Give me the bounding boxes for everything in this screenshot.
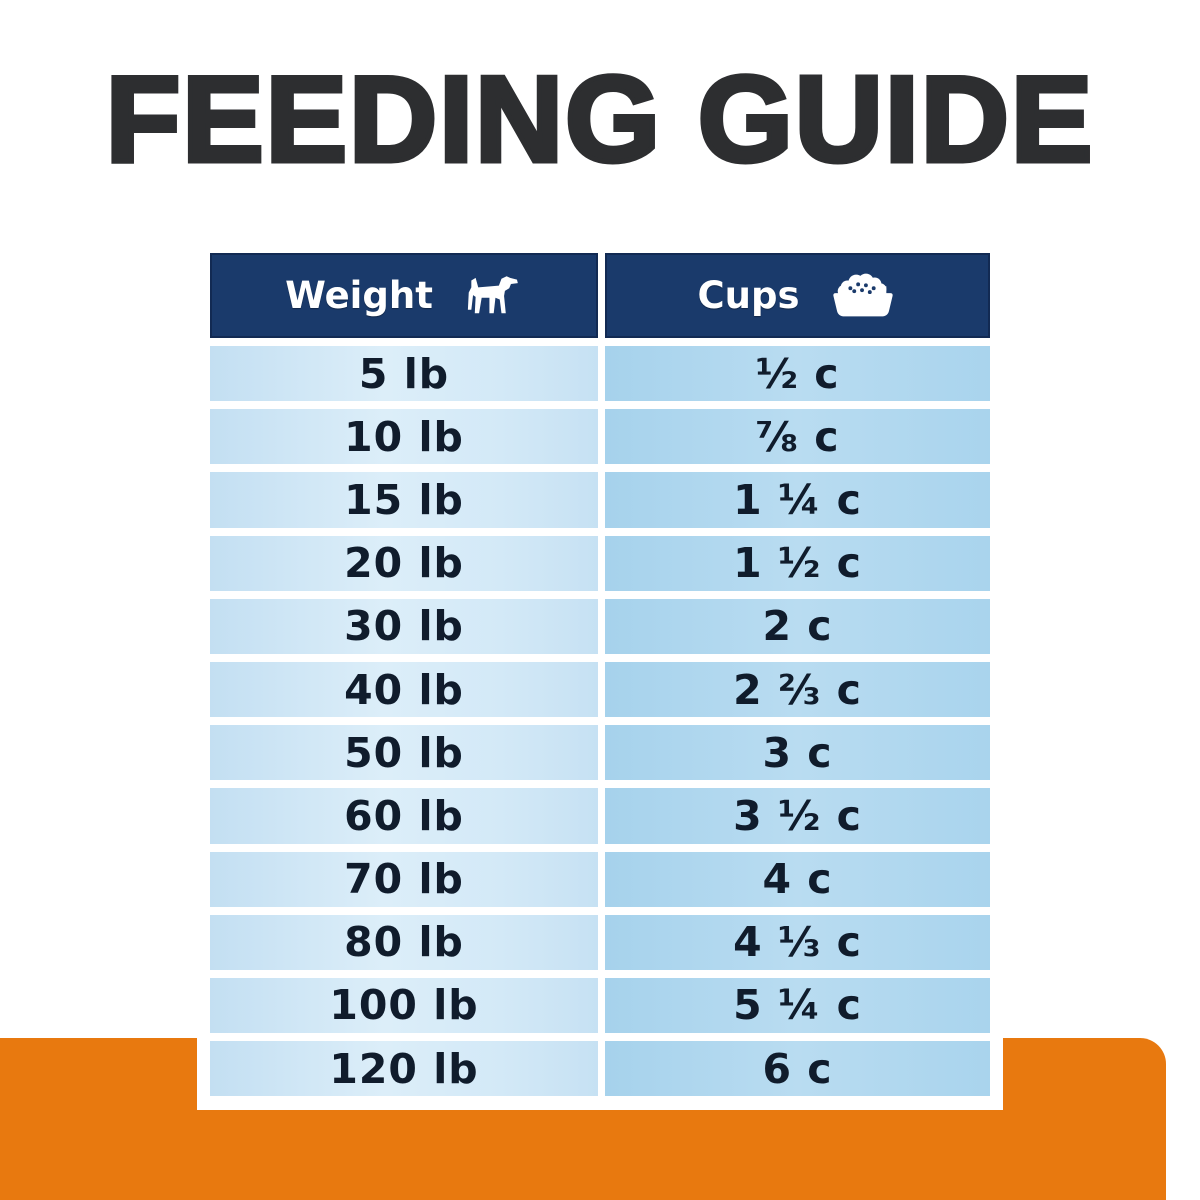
weight-cell: 60 lb xyxy=(210,788,598,844)
cups-cell: 4 c xyxy=(605,851,990,907)
page-title: FEEDING GUIDE xyxy=(103,49,1095,188)
cups-cell: 1 ¼ c xyxy=(605,472,990,528)
weight-cell: 30 lb xyxy=(210,598,598,654)
weight-cell: 40 lb xyxy=(210,661,598,718)
cups-cell: ½ c xyxy=(605,346,990,402)
weight-cell: 10 lb xyxy=(210,409,598,465)
weight-cell: 120 lb xyxy=(210,1041,598,1097)
cups-cell: 4 ⅓ c xyxy=(605,914,990,970)
weight-cell: 100 lb xyxy=(210,977,598,1034)
weight-cell: 80 lb xyxy=(210,914,598,970)
feeding-grid: Weight Cups xyxy=(210,253,990,1097)
weight-cell: 50 lb xyxy=(210,725,598,781)
feeding-table: Weight Cups xyxy=(197,253,1003,1111)
weight-cell: 70 lb xyxy=(210,851,598,907)
weight-cell: 5 lb xyxy=(210,346,598,402)
weight-cell: 20 lb xyxy=(210,535,598,591)
cups-column-header: Cups xyxy=(605,253,990,338)
cups-header-label: Cups xyxy=(697,274,800,317)
cups-cell: 1 ½ c xyxy=(605,535,990,591)
dog-icon xyxy=(461,270,523,322)
cups-cell: 2 c xyxy=(605,598,990,654)
cups-cell: 2 ⅔ c xyxy=(605,661,990,718)
weight-column-header: Weight xyxy=(210,253,598,338)
bowl-icon xyxy=(828,268,898,324)
weight-cell: 15 lb xyxy=(210,472,598,528)
cups-cell: 6 c xyxy=(605,1041,990,1097)
cups-cell: ⅞ c xyxy=(605,409,990,465)
cups-cell: 5 ¼ c xyxy=(605,977,990,1034)
weight-header-label: Weight xyxy=(285,274,433,317)
cups-cell: 3 ½ c xyxy=(605,788,990,844)
cups-cell: 3 c xyxy=(605,725,990,781)
